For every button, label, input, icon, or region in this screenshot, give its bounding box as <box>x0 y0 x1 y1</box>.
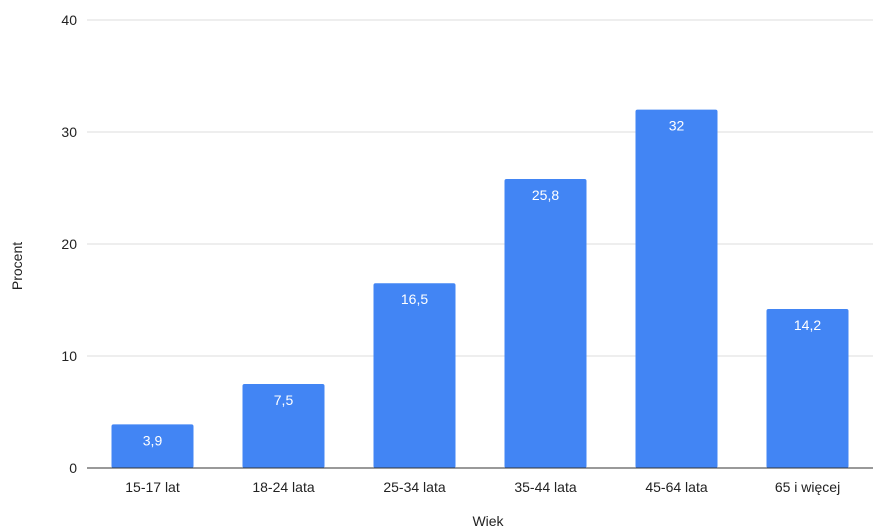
y-axis-title: Procent <box>9 242 25 290</box>
bar-value-label: 25,8 <box>532 187 559 203</box>
bar-value-label: 3,9 <box>143 432 163 448</box>
bar-value-label: 16,5 <box>401 291 428 307</box>
bar <box>766 308 849 468</box>
bar <box>111 424 194 468</box>
data-labels: 3,9 7,5 16,5 25,8 32 14,2 <box>143 118 822 449</box>
x-axis-title: Wiek <box>472 513 504 529</box>
bar-value-label: 32 <box>669 118 685 134</box>
y-axis-ticks: 0 10 20 30 40 <box>61 12 77 476</box>
x-axis-ticks: 15-17 lat 18-24 lata 25-34 lata 35-44 lata 4… <box>125 479 840 495</box>
x-tick-label: 65 i więcej <box>775 479 840 495</box>
y-tick-label: 20 <box>61 236 77 252</box>
x-tick-label: 45-64 lata <box>645 479 707 495</box>
bar <box>635 109 718 468</box>
x-tick-label: 35-44 lata <box>514 479 576 495</box>
bar <box>373 283 456 468</box>
y-tick-label: 10 <box>61 348 77 364</box>
bars <box>111 109 849 469</box>
y-tick-label: 40 <box>61 12 77 28</box>
x-tick-label: 18-24 lata <box>252 479 314 495</box>
y-tick-label: 30 <box>61 124 77 140</box>
y-tick-label: 0 <box>69 460 77 476</box>
bar-value-label: 14,2 <box>794 317 821 333</box>
bar-value-label: 7,5 <box>274 392 294 408</box>
x-tick-label: 25-34 lata <box>383 479 445 495</box>
bar <box>242 384 325 468</box>
gridlines <box>87 19 873 357</box>
bar <box>504 179 587 469</box>
x-tick-label: 15-17 lat <box>125 479 180 495</box>
